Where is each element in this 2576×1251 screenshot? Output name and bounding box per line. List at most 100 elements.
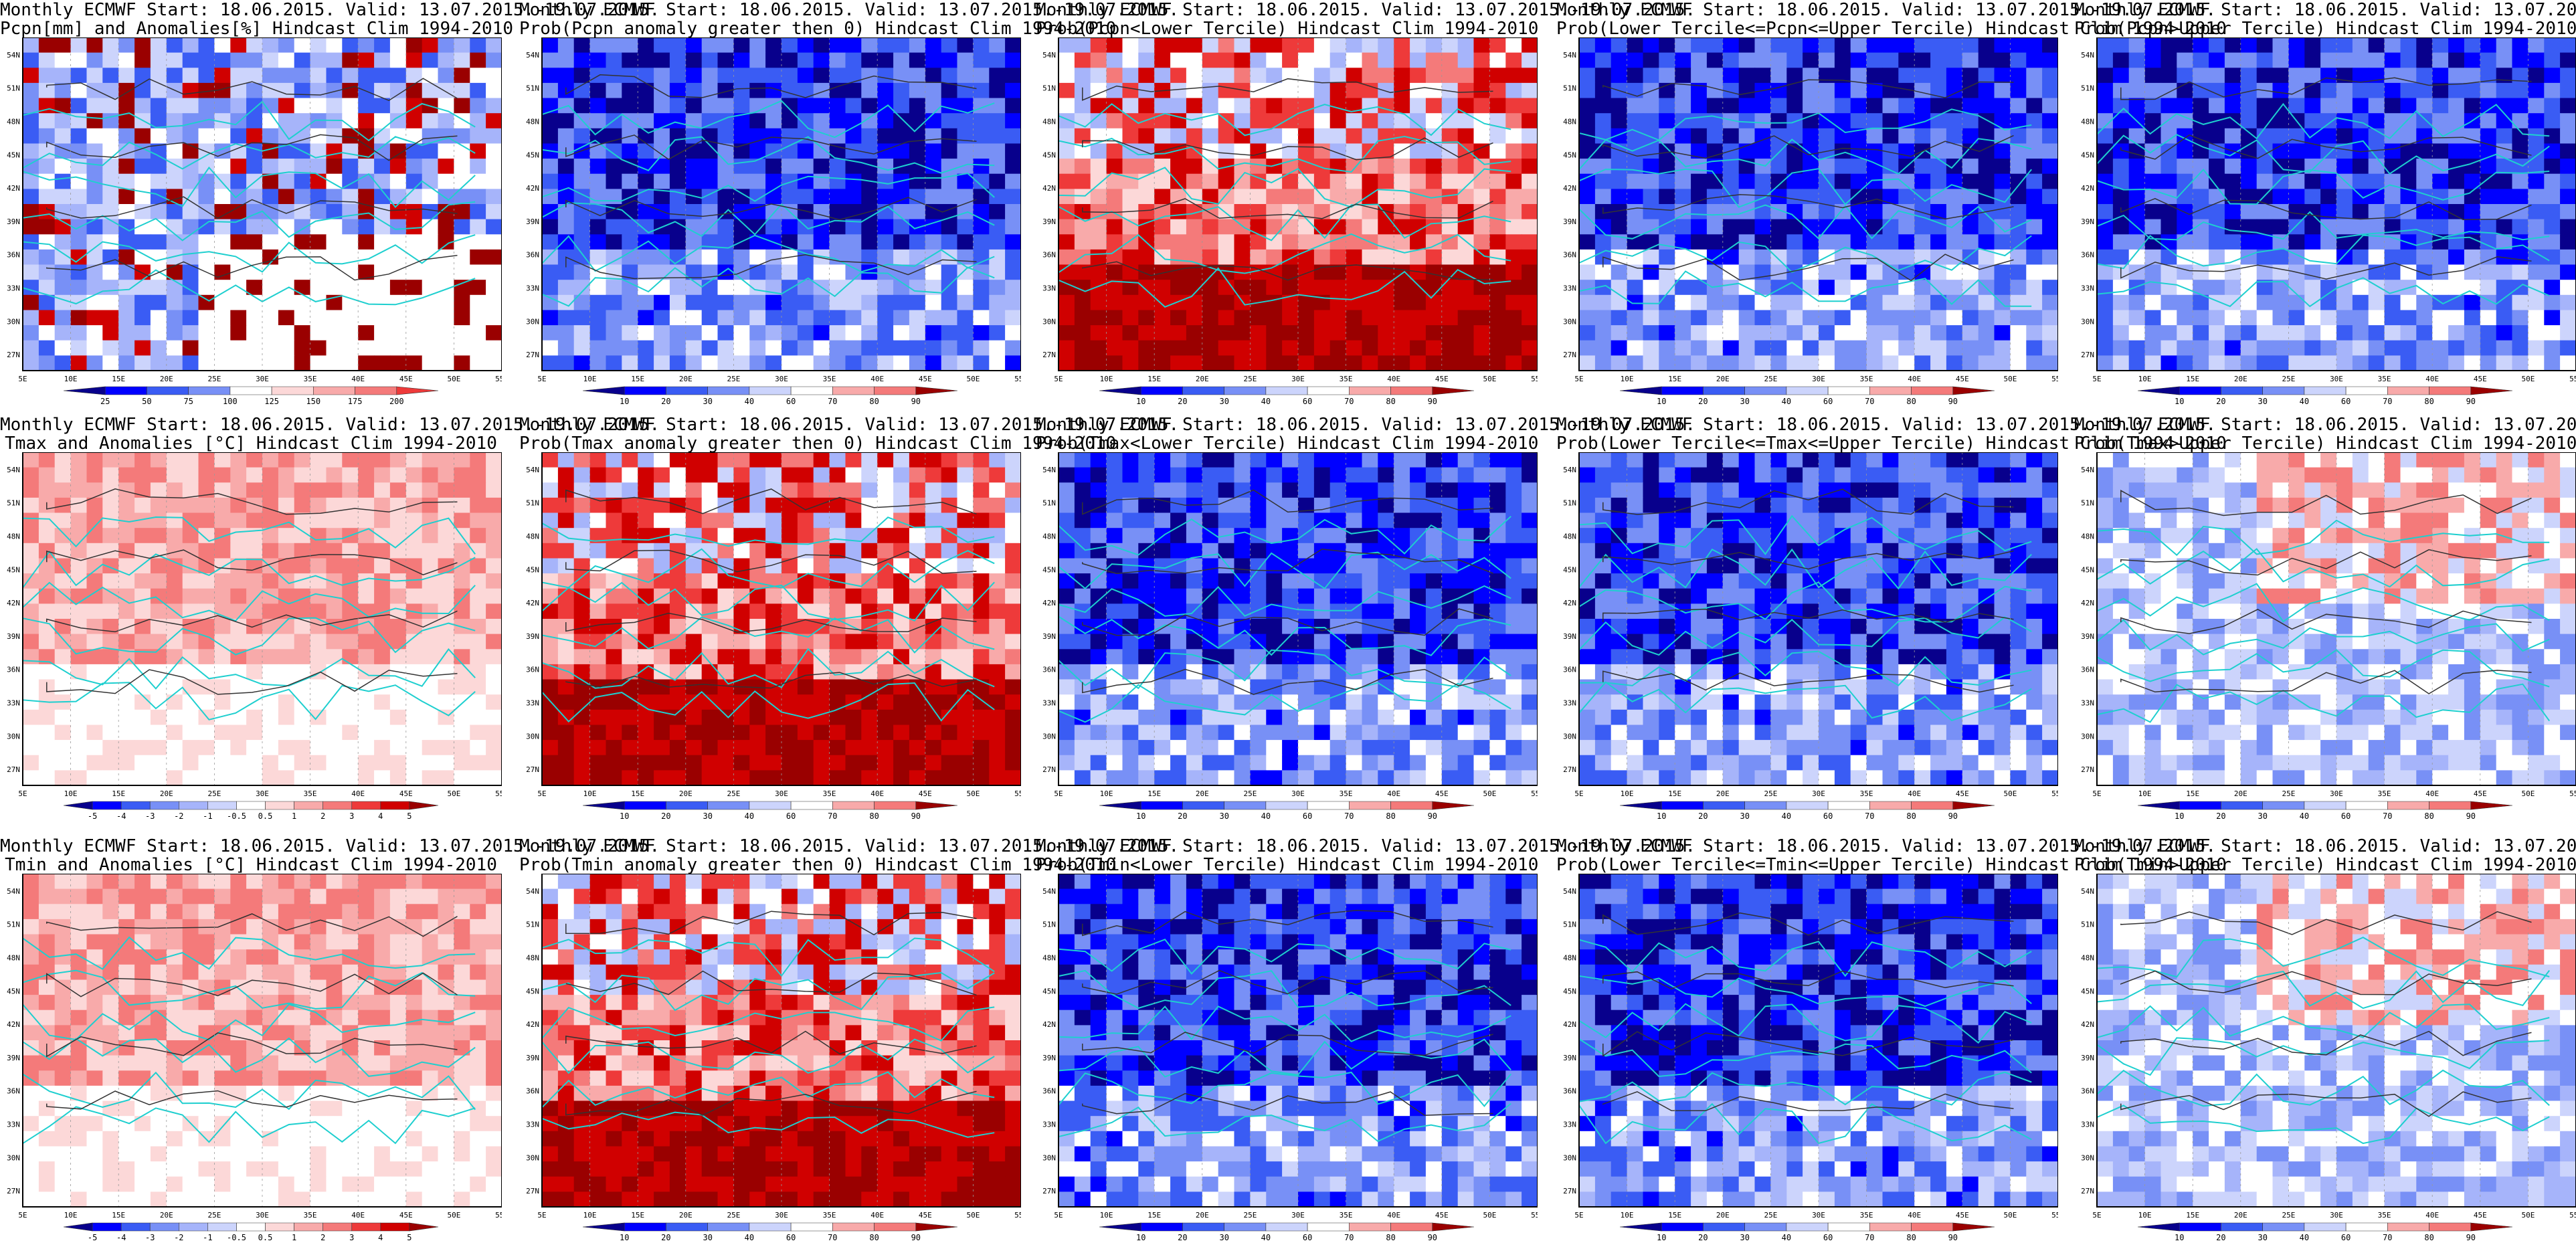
lat-tick-label: 42N [1563, 1020, 1576, 1029]
colorbar-tick-label: 1 [292, 811, 296, 821]
colorbar-swatch [323, 1223, 352, 1231]
colorbar-swatch [397, 387, 438, 395]
lon-tick-label: 10E [2138, 789, 2152, 798]
lat-tick-label: 36N [526, 666, 539, 674]
colorbar-tick-label: 1 [292, 1233, 296, 1242]
colorbar-swatch [2387, 387, 2429, 395]
panel-title-line-1: Monthly ECMWF Start: 18.06.2015. Valid: … [519, 416, 1021, 434]
colorbar-swatch [313, 387, 355, 395]
colorbar-swatch [2263, 387, 2304, 395]
lat-tick-label: 51N [1042, 499, 1056, 508]
colorbar-tick-label: 30 [1740, 811, 1749, 821]
colorbar-tick-label: 20 [2216, 397, 2225, 406]
colorbar-tick-label: 20 [661, 397, 670, 406]
lat-tick-label: 54N [526, 466, 539, 474]
colorbar-swatch [624, 1223, 666, 1231]
lon-tick-label: 40E [1387, 789, 1400, 798]
lon-tick-label: 5E [1574, 789, 1583, 798]
lon-tick-label: 40E [1908, 375, 1921, 383]
colorbar-tick-label: 80 [1386, 397, 1395, 406]
lon-tick-label: 55E [1531, 375, 1538, 383]
lat-tick-label: 27N [526, 351, 539, 359]
lat-tick-label: 27N [1563, 765, 1576, 774]
lon-tick-label: 5E [1574, 1211, 1583, 1220]
lat-tick-label: 54N [1563, 466, 1576, 474]
lat-tick-label: 33N [526, 1121, 539, 1129]
colorbar-swatch [1182, 387, 1224, 395]
colorbar-tick-label: 60 [786, 1233, 796, 1242]
lon-tick-label: 55E [2569, 375, 2576, 383]
colorbar-tick-label: 4 [378, 1233, 383, 1242]
lon-tick-label: 30E [1812, 789, 1825, 798]
colorbar-swatch [1828, 801, 1869, 809]
map-field [23, 37, 502, 371]
colorbar-swatch [1869, 801, 1911, 809]
lat-tick-label: 30N [7, 1153, 20, 1162]
colorbar-tick-label: 80 [1386, 1233, 1395, 1242]
lon-tick-label: 35E [823, 375, 836, 383]
lon-tick-label: 15E [2186, 789, 2199, 798]
lon-tick-label: 5E [18, 789, 27, 798]
colorbar-swatch [121, 801, 150, 809]
lat-tick-label: 42N [1042, 599, 1056, 607]
lat-tick-label: 30N [1042, 732, 1056, 741]
lat-tick-label: 42N [526, 184, 539, 193]
lon-tick-label: 20E [2234, 789, 2247, 798]
lat-tick-label: 30N [7, 732, 20, 741]
lat-tick-label: 48N [1042, 118, 1056, 126]
colorbar-tick-label: 20 [1698, 397, 1708, 406]
colorbar-tick-label: 80 [2424, 397, 2433, 406]
lat-tick-label: 36N [7, 251, 20, 260]
lat-tick-label: 48N [1563, 533, 1576, 541]
colorbar-tick-label: 20 [2216, 1233, 2225, 1242]
lat-tick-label: 54N [7, 466, 20, 474]
colorbar-swatch [150, 801, 179, 809]
colorbar-tick-label: 30 [1219, 397, 1228, 406]
lon-tick-label: 40E [1387, 1211, 1400, 1220]
colorbar-swatch [2304, 801, 2346, 809]
lon-tick-label: 50E [2003, 1211, 2017, 1220]
map-field [542, 452, 1021, 786]
colorbar-tick-label: 50 [142, 397, 151, 406]
colorbar-swatch [1349, 1223, 1390, 1231]
lon-tick-label: 10E [2138, 1211, 2152, 1220]
lat-tick-label: 42N [2081, 184, 2094, 193]
colorbar-tick-label: 90 [2466, 811, 2476, 821]
panel-title-line-2: Prob(Pcpn anomaly greater then 0) Hindca… [519, 20, 1021, 37]
panel-title-line-2: Prob(Tmin>Upper Tercile) Hindcast Clim 1… [2074, 856, 2576, 874]
colorbar-tick-label: 90 [2466, 1233, 2476, 1242]
colorbar-swatch [1745, 801, 1786, 809]
map-panel-tmin-1: Monthly ECMWF Start: 18.06.2015. Valid: … [0, 836, 502, 1248]
lon-tick-label: 50E [2521, 375, 2535, 383]
lon-tick-label: 35E [1340, 789, 1353, 798]
map-field [1059, 452, 1538, 786]
lat-tick-label: 54N [1563, 887, 1576, 896]
colorbar-swatch [1266, 801, 1307, 809]
lat-tick-label: 48N [7, 533, 20, 541]
lon-tick-label: 10E [2138, 375, 2152, 383]
lat-tick-label: 33N [7, 1121, 20, 1129]
lat-tick-label: 36N [1042, 666, 1056, 674]
panel-title-line-2: Prob(Pcpn>Upper Tercile) Hindcast Clim 1… [2074, 20, 2576, 37]
colorbar-tick-label: -5 [88, 1233, 97, 1242]
lat-tick-label: 42N [7, 1020, 20, 1029]
map-field [2097, 37, 2576, 371]
lon-tick-label: 15E [631, 375, 644, 383]
lon-tick-label: 30E [1291, 1211, 1305, 1220]
lat-tick-label: 33N [2081, 1121, 2094, 1129]
colorbar-swatch [1224, 387, 1266, 395]
colorbar-tick-label: 20 [1698, 811, 1708, 821]
lat-tick-label: 33N [1563, 284, 1576, 293]
colorbar-swatch [1433, 1223, 1474, 1231]
colorbar-tick-label: 3 [349, 811, 354, 821]
lat-tick-label: 30N [526, 317, 539, 326]
colorbar-swatch [2221, 1223, 2262, 1231]
lon-tick-label: 45E [919, 789, 932, 798]
